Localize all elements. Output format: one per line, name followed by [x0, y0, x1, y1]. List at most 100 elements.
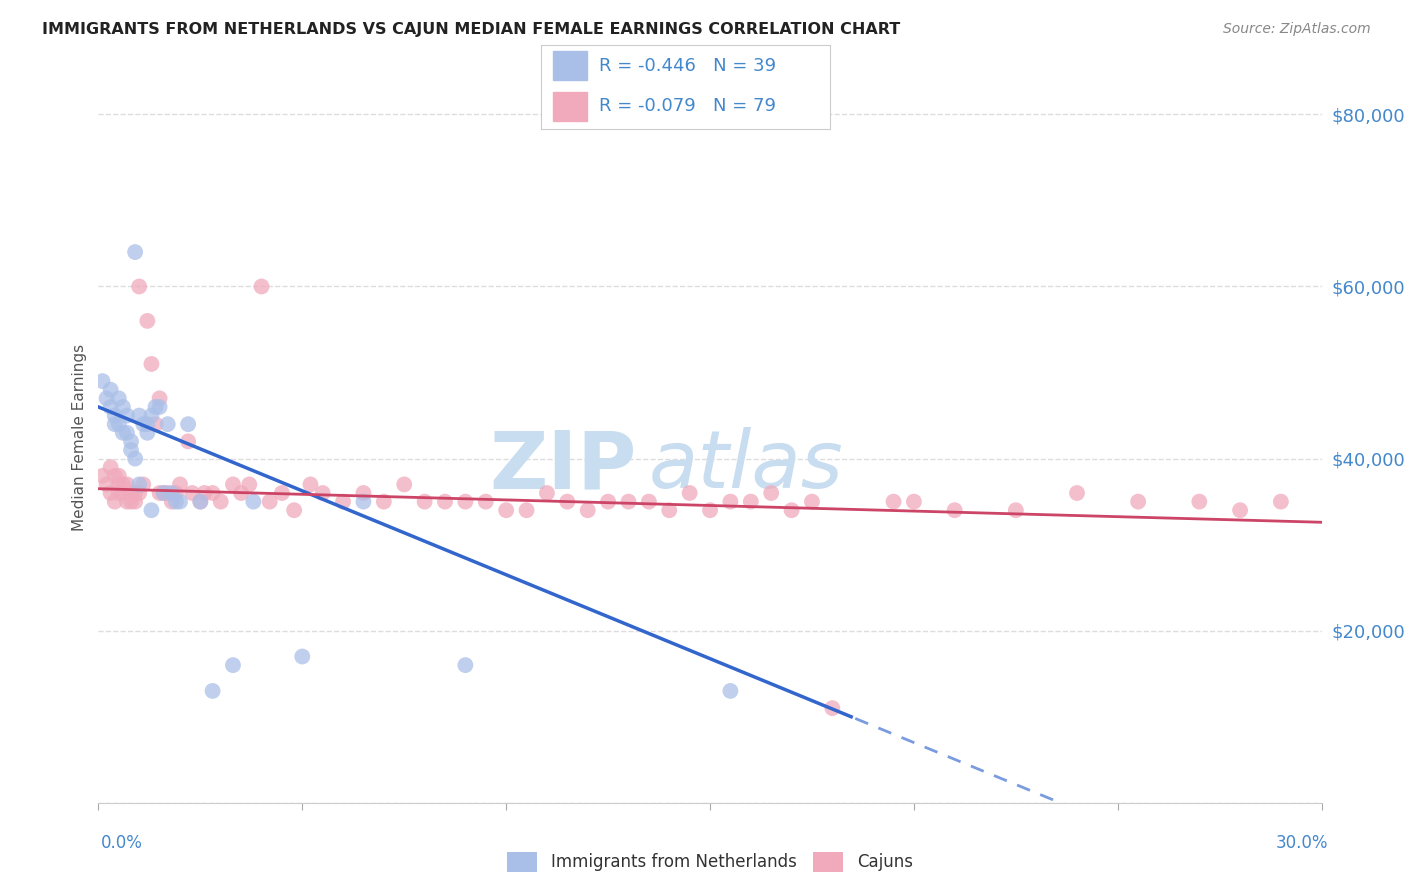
Point: [108, 468, 131, 483]
Point: [1188, 494, 1211, 508]
Point: [132, 477, 155, 491]
Text: Source: ZipAtlas.com: Source: ZipAtlas.com: [1223, 22, 1371, 37]
Point: [96, 477, 118, 491]
Point: [111, 477, 134, 491]
Point: [576, 503, 599, 517]
Point: [156, 486, 179, 500]
Point: [177, 434, 200, 449]
Point: [222, 477, 245, 491]
Point: [141, 503, 163, 517]
Text: R = -0.446   N = 39: R = -0.446 N = 39: [599, 57, 776, 75]
Point: [104, 494, 127, 508]
Bar: [553, 52, 588, 80]
Point: [740, 494, 762, 508]
Point: [373, 494, 395, 508]
Point: [149, 392, 172, 406]
Point: [883, 494, 905, 508]
Point: [160, 494, 183, 508]
Point: [120, 494, 142, 508]
Text: ZIP: ZIP: [489, 427, 637, 506]
Point: [145, 400, 167, 414]
Point: [1004, 503, 1026, 517]
Point: [108, 477, 131, 491]
Point: [250, 279, 273, 293]
Point: [201, 684, 224, 698]
Point: [943, 503, 966, 517]
Point: [312, 486, 335, 500]
Point: [209, 494, 232, 508]
Point: [536, 486, 558, 500]
Point: [124, 486, 146, 500]
Point: [434, 494, 457, 508]
Point: [495, 503, 517, 517]
Point: [108, 486, 131, 500]
Point: [115, 477, 138, 491]
Point: [637, 494, 661, 508]
Point: [181, 486, 204, 500]
Point: [165, 494, 187, 508]
Point: [100, 486, 122, 500]
Point: [1128, 494, 1150, 508]
Point: [108, 417, 131, 432]
Point: [128, 486, 150, 500]
Point: [115, 425, 138, 440]
Point: [718, 684, 742, 698]
Point: [177, 417, 200, 432]
Point: [156, 417, 179, 432]
Point: [111, 425, 134, 440]
Point: [91, 374, 114, 388]
Point: [100, 383, 122, 397]
Y-axis label: Median Female Earnings: Median Female Earnings: [72, 343, 87, 531]
Point: [270, 486, 294, 500]
Point: [718, 494, 742, 508]
Text: IMMIGRANTS FROM NETHERLANDS VS CAJUN MEDIAN FEMALE EARNINGS CORRELATION CHART: IMMIGRANTS FROM NETHERLANDS VS CAJUN MED…: [42, 22, 900, 37]
Point: [617, 494, 640, 508]
Point: [555, 494, 579, 508]
Point: [169, 494, 191, 508]
Point: [124, 245, 146, 260]
Point: [136, 417, 159, 432]
Point: [91, 468, 114, 483]
Point: [111, 486, 134, 500]
Point: [104, 468, 127, 483]
Point: [299, 477, 322, 491]
Point: [201, 486, 224, 500]
Point: [222, 658, 245, 673]
Text: atlas: atlas: [648, 427, 844, 506]
Text: 30.0%: 30.0%: [1277, 834, 1329, 852]
Point: [188, 494, 212, 508]
Point: [165, 486, 187, 500]
Point: [259, 494, 281, 508]
Point: [111, 400, 134, 414]
Text: 0.0%: 0.0%: [101, 834, 143, 852]
Point: [100, 400, 122, 414]
Point: [149, 486, 172, 500]
Point: [392, 477, 416, 491]
Point: [115, 494, 138, 508]
Point: [128, 409, 150, 423]
Point: [679, 486, 702, 500]
Point: [332, 494, 354, 508]
Point: [120, 486, 142, 500]
Point: [413, 494, 436, 508]
Point: [136, 314, 159, 328]
Point: [152, 486, 174, 500]
Point: [1066, 486, 1088, 500]
Point: [136, 425, 159, 440]
Point: [160, 486, 183, 500]
Point: [124, 494, 146, 508]
Point: [152, 486, 174, 500]
Point: [132, 417, 155, 432]
Point: [145, 417, 167, 432]
Point: [291, 649, 314, 664]
Point: [598, 494, 620, 508]
Point: [454, 494, 477, 508]
Point: [128, 279, 150, 293]
Point: [149, 400, 172, 414]
Point: [658, 503, 681, 517]
Point: [96, 392, 118, 406]
Point: [1229, 503, 1251, 517]
Point: [1270, 494, 1292, 508]
Point: [801, 494, 824, 508]
Point: [474, 494, 498, 508]
